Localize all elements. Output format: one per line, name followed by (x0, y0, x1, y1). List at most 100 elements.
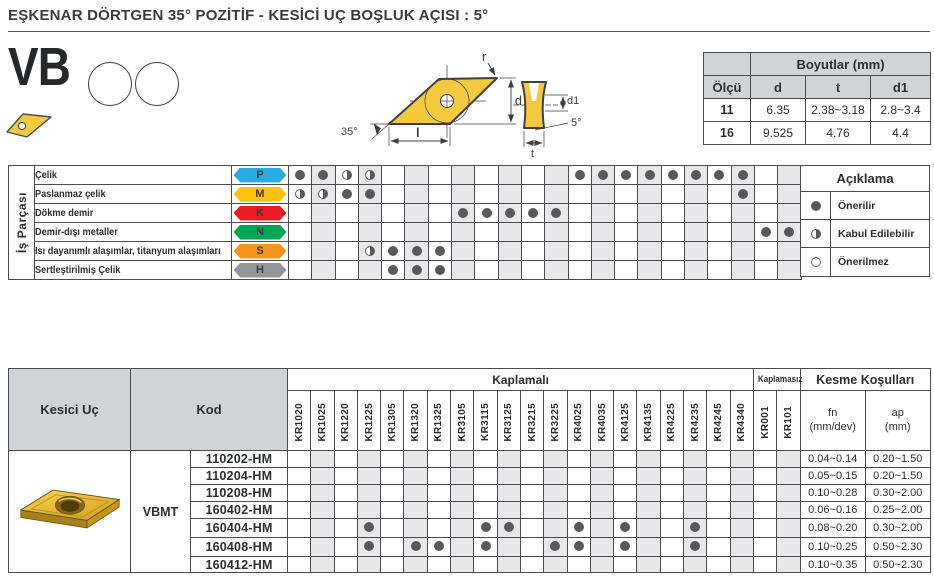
mark-full-icon (480, 541, 491, 552)
workpiece-side-label: İş Parçası (8, 165, 35, 280)
matrix-cell-KR101 (777, 203, 802, 223)
insert-row: 160408-HM 0.10~0.25 0.50~2.30 (9, 536, 931, 557)
workpiece-matrix: İş Parçası Çelik P Paslanmaz çelik M Dökme de… (8, 165, 802, 280)
matrix-cell-KR1220 (334, 165, 359, 185)
matrix-cell-KR3105 (451, 260, 476, 280)
matrix-cell-KR3215 (520, 203, 546, 223)
availability-KR3105 (450, 483, 475, 502)
fn-value: 0.10~0.35 (799, 555, 866, 574)
insert-code: 110204-HM (190, 466, 288, 485)
col-header-ap: ap (mm) (864, 390, 931, 451)
matrix-cell-KR001 (753, 165, 779, 185)
mark-full-icon (620, 522, 631, 533)
matrix-cell-KR4225 (660, 241, 686, 261)
mark-full-icon (480, 522, 491, 533)
ap-value: 0.30~2.00 (864, 483, 931, 502)
matrix-cell-KR3115 (474, 203, 499, 223)
matrix-cell-KR101 (777, 222, 802, 242)
availability-KR101 (776, 555, 801, 574)
series-label: VBMT (130, 449, 191, 574)
availability-KR1025 (310, 450, 335, 468)
availability-KR1020 (286, 517, 312, 538)
availability-KR3125 (496, 536, 521, 557)
ap-value: 0.20~1.50 (864, 450, 931, 468)
material-class-badge: K (231, 203, 289, 223)
fn-value: 0.10~0.28 (799, 483, 866, 502)
mark-full-icon (341, 188, 352, 199)
insert-code: 160404-HM (190, 517, 288, 538)
availability-KR3105 (450, 450, 475, 468)
availability-KR4235 (683, 450, 708, 468)
grade-col-KR4135: KR4135 (636, 390, 661, 451)
matrix-cell-KR1225 (357, 184, 383, 204)
availability-KR1225 (356, 450, 382, 468)
availability-KR4225 (659, 450, 685, 468)
grade-col-KR3225: KR3225 (543, 390, 568, 451)
matrix-cell-KR4125 (614, 260, 639, 280)
legend-item: Önerilmez (801, 248, 929, 276)
matrix-cell-KR1020 (287, 203, 313, 223)
matrix-cell-KR3125 (497, 165, 522, 185)
matrix-cell-KR1225 (357, 241, 383, 261)
availability-KR4225 (659, 536, 685, 557)
matrix-cell-KR1020 (287, 184, 313, 204)
availability-KR3115 (473, 555, 498, 574)
matrix-cell-KR1220 (334, 222, 359, 242)
availability-KR001 (753, 450, 778, 468)
matrix-cell-KR4340 (730, 241, 755, 261)
availability-KR1220 (333, 483, 358, 502)
matrix-cell-KR1320 (404, 203, 429, 223)
availability-KR1020 (286, 483, 312, 502)
legend-title: Açıklama (801, 166, 929, 192)
availability-KR101 (776, 466, 801, 485)
circle-icon (88, 62, 132, 106)
matrix-cell-KR4340 (730, 222, 755, 242)
grade-col-KR4340: KR4340 (729, 390, 755, 451)
matrix-cell-KR4235 (684, 184, 709, 204)
grade-col-KR001: KR001 (753, 390, 778, 451)
matrix-cell-KR1020 (287, 222, 313, 242)
matrix-cell-KR4125 (614, 241, 639, 261)
mark-full-icon (550, 541, 561, 552)
dim-label-l: l (416, 125, 420, 140)
dimensions-table: Boyutlar (mm) Ölçü d t d1 11 6.35 2.38~3.1… (703, 52, 932, 145)
matrix-cell-KR4135 (637, 203, 662, 223)
mark-full-icon (504, 207, 515, 218)
matrix-cell-KR1305 (381, 241, 406, 261)
availability-KR1025 (310, 536, 335, 557)
profile-code: VB (8, 37, 71, 97)
matrix-cell-KR1225 (357, 260, 383, 280)
availability-KR3105 (450, 466, 475, 485)
availability-KR4245 (706, 555, 731, 574)
availability-KR4125 (613, 517, 638, 538)
dims-col-olcu: Ölçü (703, 75, 751, 99)
availability-KR1020 (286, 555, 312, 574)
inserts-table: Kesici Uç Kod Kaplamalı Kaplamasız Kesme… (8, 368, 931, 574)
mark-full-icon (295, 169, 306, 180)
availability-KR3105 (450, 500, 475, 519)
mark-full-icon (690, 522, 701, 533)
matrix-cell-KR4245 (707, 184, 732, 204)
class-letter-P: P (233, 167, 287, 183)
availability-KR4340 (729, 517, 755, 538)
matrix-cell-KR1320 (404, 165, 429, 185)
availability-KR4340 (729, 466, 755, 485)
ap-value: 0.50~2.30 (864, 555, 931, 574)
mark-half-icon (365, 169, 376, 180)
availability-KR1020 (286, 500, 312, 519)
availability-KR1305 (380, 536, 405, 557)
ap-value: 0.25~2.00 (864, 500, 931, 519)
availability-KR101 (776, 517, 801, 538)
dim-label-d1: d1 (567, 95, 579, 107)
legend-label: Kabul Edilebilir (838, 227, 915, 240)
availability-KR4025 (566, 466, 591, 485)
matrix-cell-KR4340 (730, 203, 755, 223)
availability-KR1320 (403, 500, 428, 519)
availability-KR4340 (729, 555, 755, 574)
grade-col-KR1025: KR1025 (310, 390, 335, 451)
matrix-cell-KR3105 (451, 184, 476, 204)
grade-col-KR1320: KR1320 (403, 390, 428, 451)
availability-KR1025 (310, 517, 335, 538)
insert-photo-cell (8, 449, 131, 574)
matrix-cell-KR1020 (287, 165, 313, 185)
